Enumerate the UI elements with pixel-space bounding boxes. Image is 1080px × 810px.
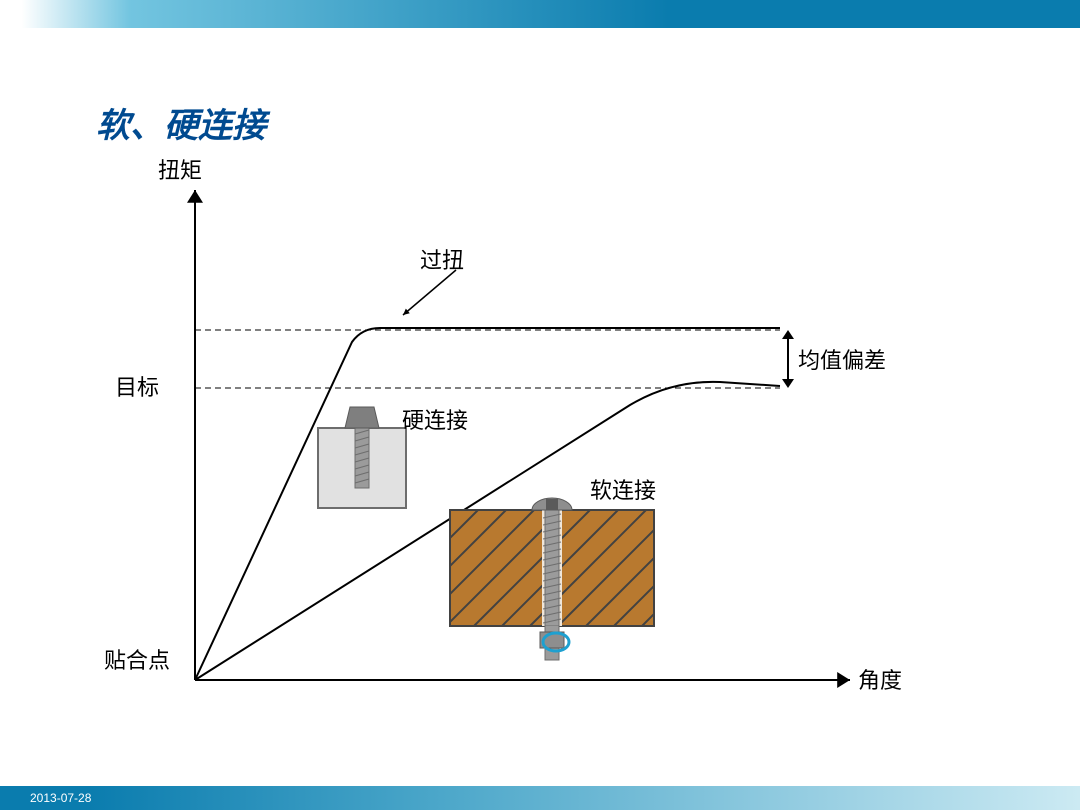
target-label: 目标 [115,375,159,401]
soft-joint-icon [334,498,870,660]
mean-deviation-bracket [782,330,794,388]
x-axis-label: 角度 [858,668,902,694]
snug-label: 贴合点 [104,648,170,674]
torque-angle-chart [0,0,1080,810]
hard-label: 硬连接 [402,408,468,434]
overshoot-label: 过扭 [420,248,464,274]
hard-joint-icon [318,407,406,508]
footer-date: 2013-07-28 [30,791,91,805]
mean-dev-label: 均值偏差 [798,348,886,374]
hard-joint-curve [195,328,780,680]
over-torque-arrow [403,270,456,315]
bottom-bar: 2013-07-28 [0,786,1080,810]
soft-label: 软连接 [590,478,656,504]
y-axis-label: 扭矩 [158,158,202,184]
